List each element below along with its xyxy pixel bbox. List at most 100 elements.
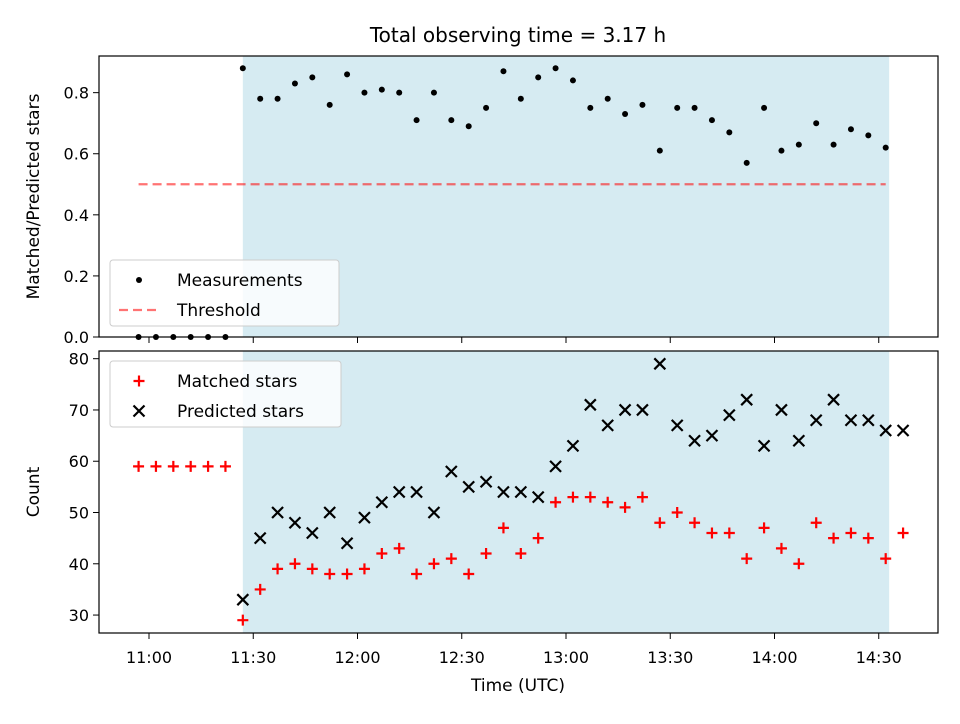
matched-stars-point <box>463 568 475 580</box>
predicted-stars-point <box>479 475 493 489</box>
x-tick-label: 11:00 <box>126 648 172 667</box>
y-tick-label: 60 <box>69 452 89 471</box>
matched-stars-point <box>602 496 614 508</box>
predicted-stars-point <box>323 506 336 519</box>
y-tick-label: 0.8 <box>64 84 89 103</box>
y-tick-label: 80 <box>69 350 89 369</box>
measurement-point <box>830 141 837 148</box>
legend-label: Threshold <box>176 301 261 321</box>
x-tick-label: 11:30 <box>230 648 276 667</box>
measurement-point <box>639 101 646 108</box>
predicted-stars-point <box>653 357 667 371</box>
legend-box <box>109 259 340 327</box>
matched-stars-point <box>636 491 648 503</box>
x-tick-label: 14:00 <box>751 648 797 667</box>
y-tick-label: 0.2 <box>64 267 89 286</box>
measurement-point <box>344 71 351 78</box>
matched-stars-point <box>445 553 457 565</box>
predicted-stars-point <box>497 485 510 499</box>
legend-matched-swatch <box>133 375 145 387</box>
legend-label: Measurements <box>177 271 303 291</box>
measurement-point <box>743 159 750 166</box>
predicted-stars-point <box>514 485 528 499</box>
legend: Matched stars Predicted stars <box>109 360 342 428</box>
matched-stars-point <box>376 548 388 560</box>
matched-stars-point <box>897 527 909 539</box>
matched-stars-point <box>550 496 562 508</box>
x-tick-label: 14:30 <box>856 648 902 667</box>
matched-stars-point <box>393 542 405 554</box>
predicted-stars-point <box>879 424 892 437</box>
predicted-stars-point <box>862 413 875 427</box>
measurement-point <box>378 86 385 93</box>
matched-stars-point <box>167 460 179 472</box>
matched-stars-point <box>862 532 874 544</box>
measurement-point <box>761 104 768 111</box>
predicted-stars-point <box>601 419 614 432</box>
x-tick-label: 13:00 <box>543 648 589 667</box>
matched-stars-point <box>306 563 318 575</box>
matched-stars-point <box>324 568 336 580</box>
y-axis-label: Matched/Predicted stars <box>24 93 44 299</box>
predicted-stars-point <box>670 419 684 432</box>
predicted-stars-point <box>236 593 250 606</box>
chart-title: Total observing time = 3.17 h <box>369 23 666 47</box>
observing-interval-shade <box>242 351 890 633</box>
legend: Measurements Threshold <box>109 259 340 327</box>
predicted-stars-point <box>896 424 910 437</box>
measurement-point <box>326 101 333 108</box>
matched-stars-point <box>880 553 892 565</box>
predicted-stars-point <box>636 403 649 417</box>
matched-stars-point <box>654 517 666 529</box>
measurement-point <box>535 74 542 81</box>
predicted-stars-point <box>844 413 858 427</box>
measurement-point <box>448 117 455 124</box>
matched-stars-point <box>428 558 440 570</box>
predicted-stars-point <box>253 531 267 545</box>
axes-frame <box>98 55 939 338</box>
matched-stars-point <box>689 517 701 529</box>
matched-stars-point <box>532 532 544 544</box>
matched-stars-point <box>272 563 284 575</box>
predicted-stars-point <box>584 398 597 412</box>
predicted-stars-point <box>462 480 475 494</box>
matched-stars-point <box>341 568 353 580</box>
measurement-point <box>517 95 524 102</box>
matched-stars-point <box>723 527 735 539</box>
predicted-stars-point <box>531 490 545 504</box>
matched-stars-point <box>845 527 857 539</box>
matched-stars-point <box>793 558 805 570</box>
predicted-stars-point <box>358 511 371 524</box>
measurement-point <box>691 104 698 111</box>
matched-stars-point <box>619 501 631 513</box>
matched-stars-point <box>828 532 840 544</box>
y-tick-label: 0.0 <box>64 328 89 347</box>
measurement-point <box>396 89 403 96</box>
matched-stars-point <box>810 517 822 529</box>
observing-interval-shade <box>242 56 890 337</box>
measurement-point <box>274 95 281 102</box>
predicted-stars-point <box>288 516 302 530</box>
legend-label: Matched stars <box>177 372 297 392</box>
matched-stars-point <box>237 614 249 626</box>
predicted-stars-point <box>549 460 562 473</box>
x-tick-label: 13:30 <box>647 648 693 667</box>
predicted-stars-point <box>427 506 441 519</box>
predicted-stars-point <box>775 403 788 417</box>
measurement-point <box>778 147 785 154</box>
measurement-point <box>569 77 576 84</box>
matched-stars-point <box>758 522 770 534</box>
measurement-point <box>430 89 437 96</box>
matched-stars-point <box>358 563 370 575</box>
y-tick-label: 0.6 <box>64 145 89 164</box>
measurement-point <box>882 144 889 151</box>
predicted-stars-point <box>445 465 458 478</box>
measurement-point <box>708 117 715 124</box>
matched-stars-point <box>671 507 683 519</box>
predicted-stars-point <box>688 434 701 448</box>
x-tick-labels: 11:00 11:30 12:00 12:30 13:00 13:30 14:00 14:30 <box>126 648 902 667</box>
measurement-point <box>500 68 507 75</box>
measurement-point <box>552 65 559 72</box>
matched-stars-point <box>411 568 423 580</box>
